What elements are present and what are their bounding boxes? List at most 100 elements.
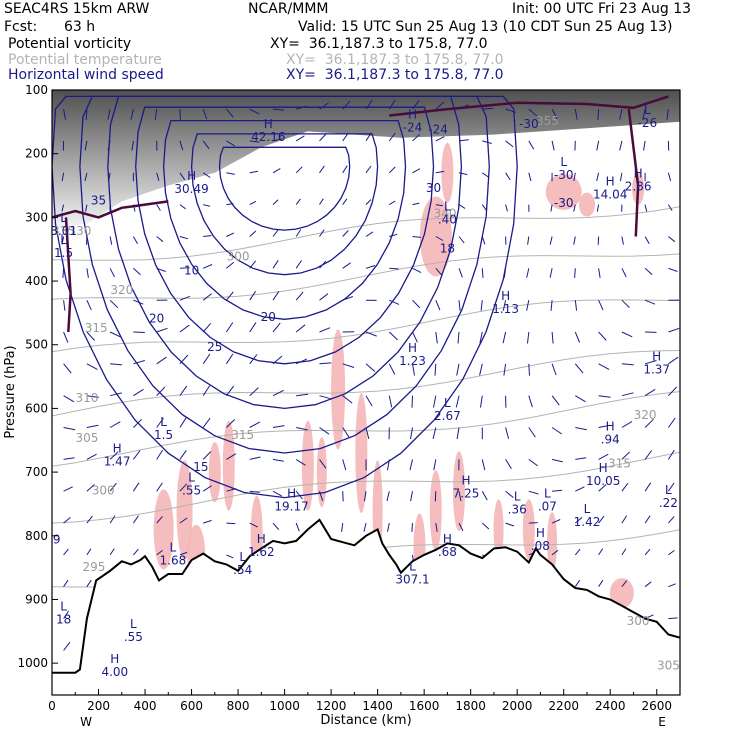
wind-vector xyxy=(412,168,421,174)
plot-frame xyxy=(51,89,681,696)
wind-vector xyxy=(433,395,437,408)
wind-vector xyxy=(86,548,92,556)
wind-vector xyxy=(389,299,400,305)
wind-vector xyxy=(202,322,212,333)
org-label: NCAR/MMM xyxy=(248,1,329,17)
contour-value: 1.47 xyxy=(104,455,131,469)
contour-value: 20 xyxy=(261,310,276,324)
wind-vector xyxy=(528,522,538,524)
contour-value: 1.42 xyxy=(574,515,601,529)
theta-contour xyxy=(52,451,680,524)
pv-extremum-label: L.36 xyxy=(508,490,527,517)
west-end-label: W xyxy=(80,715,92,729)
wind-vector xyxy=(202,293,212,301)
wind-vector xyxy=(528,458,538,467)
pv-extremum-label: L.07 xyxy=(538,486,557,513)
extremum-marker: L xyxy=(644,103,651,117)
field-pv-xy: XY= 36.1,187.3 to 175.8, 77.0 xyxy=(270,36,488,52)
wind-vector xyxy=(63,427,76,431)
pv-extremum-label: H.94 xyxy=(601,419,620,446)
pv-extremum-label: L1.68 xyxy=(160,540,187,567)
wind-vector xyxy=(458,522,464,532)
wind-vector xyxy=(133,418,143,428)
wind-vector xyxy=(249,230,257,237)
wind-vector xyxy=(84,140,88,151)
extremum-marker: L xyxy=(60,233,67,247)
wind-vector xyxy=(528,172,532,182)
wind-vector xyxy=(435,236,444,241)
x-tick-label: 2400 xyxy=(595,699,626,713)
wind-vector xyxy=(156,482,163,492)
wind-vector xyxy=(598,363,610,370)
theta-contour xyxy=(52,206,680,261)
wind-vector xyxy=(203,235,212,237)
theta-label: 355 xyxy=(536,114,559,128)
x-tick-label: 400 xyxy=(134,699,157,713)
wind-vector xyxy=(109,392,122,397)
theta-label: 300 xyxy=(227,250,250,264)
wind-vector xyxy=(505,140,514,148)
wind-vector xyxy=(505,522,515,527)
y-tick-label: 1000 xyxy=(17,656,48,670)
extremum-marker: L xyxy=(584,502,591,516)
wind-vector xyxy=(226,419,236,428)
wind-vector xyxy=(109,299,119,309)
wind-vector xyxy=(109,331,121,338)
wind-vector xyxy=(110,363,123,366)
contour-value: 1.68 xyxy=(160,553,187,567)
contour-value: 335 xyxy=(52,224,75,238)
wind-vector xyxy=(598,484,607,492)
wind-vector xyxy=(668,583,676,588)
extremum-marker: L xyxy=(60,600,67,614)
wind-vector xyxy=(458,139,469,142)
pv-extremum-label: L-30 xyxy=(554,155,574,182)
wind-vector xyxy=(179,295,191,301)
contour-value: .94 xyxy=(601,432,620,446)
y-tick-label: 800 xyxy=(25,529,48,543)
wind-vector xyxy=(226,261,235,269)
wind-vector xyxy=(365,427,370,440)
y-tick-label: 600 xyxy=(25,401,48,415)
wind-vector xyxy=(249,387,259,397)
contour-value: 307.1 xyxy=(395,573,429,587)
wind-vector xyxy=(226,232,235,237)
wind-vector xyxy=(85,109,88,120)
wind-vector xyxy=(63,641,71,651)
wind-vector xyxy=(574,363,584,374)
contour-value: 4.00 xyxy=(101,665,128,679)
wind-vector xyxy=(644,299,656,305)
wind-vector xyxy=(365,395,373,407)
theta-label: 315 xyxy=(231,428,254,442)
contour-value: 1.5 xyxy=(54,246,73,260)
wind-vector xyxy=(667,449,675,460)
pv-extremum-label: L1.5 xyxy=(54,233,73,260)
wind-vector xyxy=(319,198,324,205)
wind-vector xyxy=(226,203,234,206)
contour-value: 9 xyxy=(53,532,61,546)
wind-vector xyxy=(505,459,512,469)
wind-vector xyxy=(435,523,438,532)
shaded-region xyxy=(522,499,535,560)
wind-vector xyxy=(549,268,553,278)
extremum-marker: H xyxy=(652,349,661,363)
wind-vector xyxy=(481,236,486,245)
pv-extremum-label: L.55 xyxy=(182,470,201,497)
wind-vector xyxy=(551,108,558,119)
wind-vector xyxy=(272,425,285,428)
wind-vector xyxy=(551,549,559,556)
wind-vector xyxy=(481,204,487,211)
wind-vector xyxy=(130,108,134,120)
extremum-marker: H xyxy=(257,532,266,546)
contour-value: 300 xyxy=(627,614,650,628)
wind-vector xyxy=(179,172,186,181)
wind-vector xyxy=(502,300,507,311)
theta-label: 310 xyxy=(75,391,98,405)
wind-vector xyxy=(481,459,486,471)
extremum-marker: H xyxy=(443,532,452,546)
wind-vector xyxy=(295,458,306,466)
wind-vector xyxy=(598,268,601,278)
wind-vector xyxy=(573,204,576,212)
wind-vector xyxy=(481,522,490,530)
wind-vector xyxy=(295,522,300,532)
wind-vector xyxy=(179,204,186,210)
